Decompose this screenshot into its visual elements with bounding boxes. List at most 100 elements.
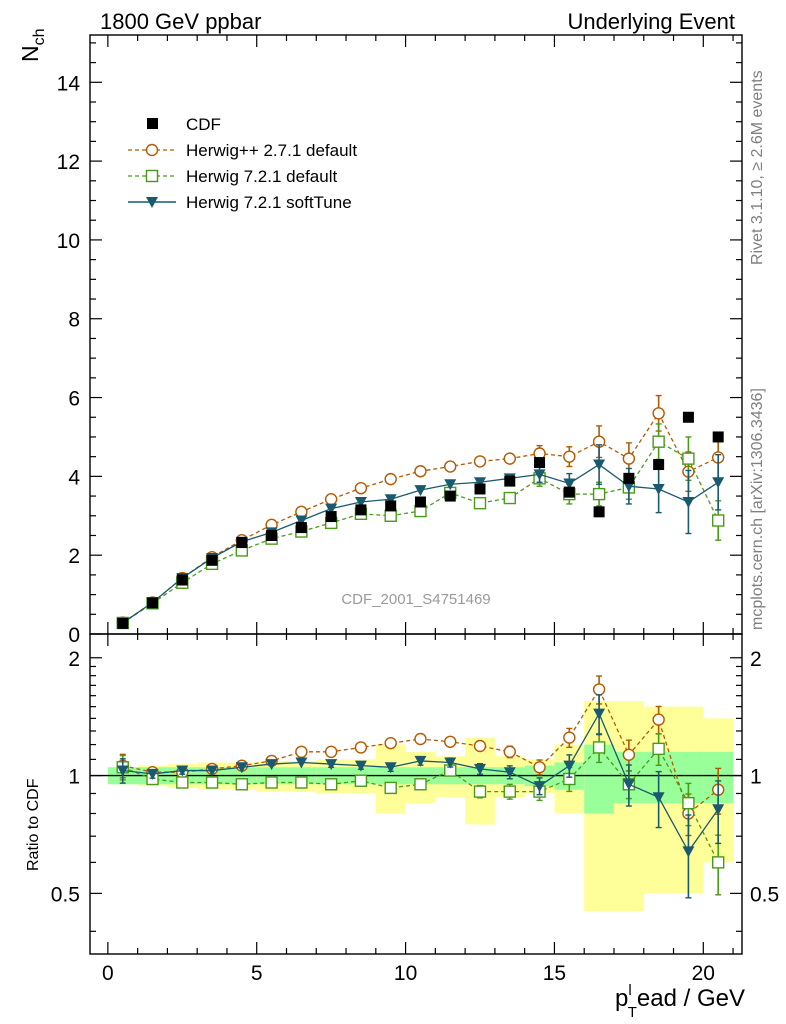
x-axis-label: pl Tead / GeV [615,982,745,1021]
series-1-ratio-point-4 [235,778,249,791]
data-point-12 [474,483,486,495]
y-axis-label-ratio: Ratio to CDF [25,778,42,871]
series-1-point-20 [711,514,725,527]
data-point-14 [534,457,546,469]
series-2-point-18 [652,483,665,495]
y-axis-label-main: Nch [17,28,48,62]
series-0-ratio-point-11 [444,735,457,748]
series-1-ratio-point-13 [503,785,516,798]
y-ratio-tick-label-1: 1 [68,766,80,789]
series-0-point-7 [324,493,338,506]
series-2-point-9 [384,494,397,506]
y-label-main-sub: ch [31,28,48,45]
series-2-ratio-point-1 [146,768,159,780]
y-ratio-tick-label-right-1: 1 [750,766,762,789]
legend-label-cdf: CDF [186,115,221,134]
series-2-point-16 [593,459,606,471]
series-2-point-12 [474,477,487,489]
series-0-ratio-point-14 [533,761,546,774]
series-1-ratio-point-20 [711,856,725,869]
side-label-mcplots: mcplots.cern.ch [arXiv:1306.3436] [749,388,766,630]
series-2-ratio-point-16 [593,708,606,720]
series-0-point-10 [414,465,427,478]
series-1-point-19 [682,452,695,465]
series-1-point-9 [384,509,397,522]
series-0-ratio-point-18 [652,713,665,726]
series-0-ratio-point-17 [622,748,636,761]
series-1-ratio-point-5 [265,776,278,789]
y-ratio-tick-label-right-0.5: 0.5 [750,883,779,906]
series-1-ratio-point-12 [473,785,487,798]
series-2-point-7 [325,503,338,515]
y-ratio-tick-label-2: 2 [68,648,80,671]
legend-label-herwig7-default: Herwig 7.2.1 default [186,167,337,186]
series-2-ratio-point-10 [414,755,427,767]
y-main-tick-label-14: 14 [57,72,81,95]
series-0-point-12 [473,455,487,468]
legend-marker-cdf [147,118,158,129]
data-point-8 [355,504,367,516]
series-2-point-11 [444,479,457,491]
data-point-7 [325,511,337,523]
data-point-4 [236,537,248,549]
data-point-6 [295,522,307,534]
data-point-15 [563,486,575,498]
data-point-5 [266,529,278,541]
data-point-9 [385,500,397,512]
x-label-rest: ead / GeV [637,985,745,1012]
x-tick-label-10: 10 [394,962,417,985]
y-main-tick-label-6: 6 [68,388,80,411]
data-point-16 [593,506,605,518]
series-0-point-13 [503,452,516,465]
y-main-tick-label-12: 12 [57,151,80,174]
series-1-ratio-point-10 [414,778,427,791]
data-point-19 [682,411,694,423]
series-1-point-16 [592,487,606,501]
series-1-ratio-point-3 [205,776,219,789]
y-main-tick-label-2: 2 [68,545,80,568]
series-2-point-6 [295,515,308,527]
series-0-ratio-point-10 [414,732,427,746]
series-1-ratio-point-2 [176,776,189,789]
series-1-ratio-point-9 [384,781,397,795]
series-1-ratio-point-6 [295,776,308,789]
data-point-17 [623,472,635,484]
series-1-point-12 [473,496,487,510]
series-0-point-17 [622,452,636,465]
data-point-18 [653,459,665,471]
y-ratio-tick-label-right-2: 2 [750,648,762,671]
series-0-ratio-point-6 [295,745,308,759]
analysis-watermark: CDF_2001_S4751469 [341,591,490,608]
series-2-point-17 [622,481,635,493]
series-2-ratio-point-7 [325,759,338,771]
y-ratio-tick-label-0.5: 0.5 [51,883,80,906]
series-2-ratio-point-9 [384,762,397,774]
series-2-point-19 [682,496,695,508]
data-point-1 [147,597,159,609]
x-tick-label-0: 0 [102,962,114,985]
series-1-ratio-point-16 [592,741,606,754]
series-2-ratio-point-19 [682,846,695,858]
series-2-point-20 [712,477,725,489]
x-label-sub: T [628,1004,637,1021]
series-2-ratio-point-4 [235,762,248,774]
y-main-tick-label-8: 8 [68,309,80,332]
data-point-13 [504,475,516,487]
series-0-point-11 [444,460,457,473]
series-1-ratio-point-19 [682,796,695,810]
series-2-ratio-point-18 [652,792,665,804]
series-0-ratio-point-15 [563,731,576,744]
series-2 [116,444,725,899]
y-label-main-base: N [17,45,43,62]
series-2-ratio-point-20 [712,804,725,816]
ratio-uncertainty-bands [107,701,734,912]
x-label-base: p [615,985,628,1012]
series-0-ratio-point-7 [324,745,338,759]
series-0-ratio-point-12 [473,739,487,753]
series-1-ratio-point-8 [354,774,368,787]
y-main-tick-label-4: 4 [68,466,80,489]
legend-label-herwig7-softtune: Herwig 7.2.1 softTune [186,193,352,212]
series-2-point-14 [533,469,546,481]
title-right: Underlying Event [567,9,735,34]
